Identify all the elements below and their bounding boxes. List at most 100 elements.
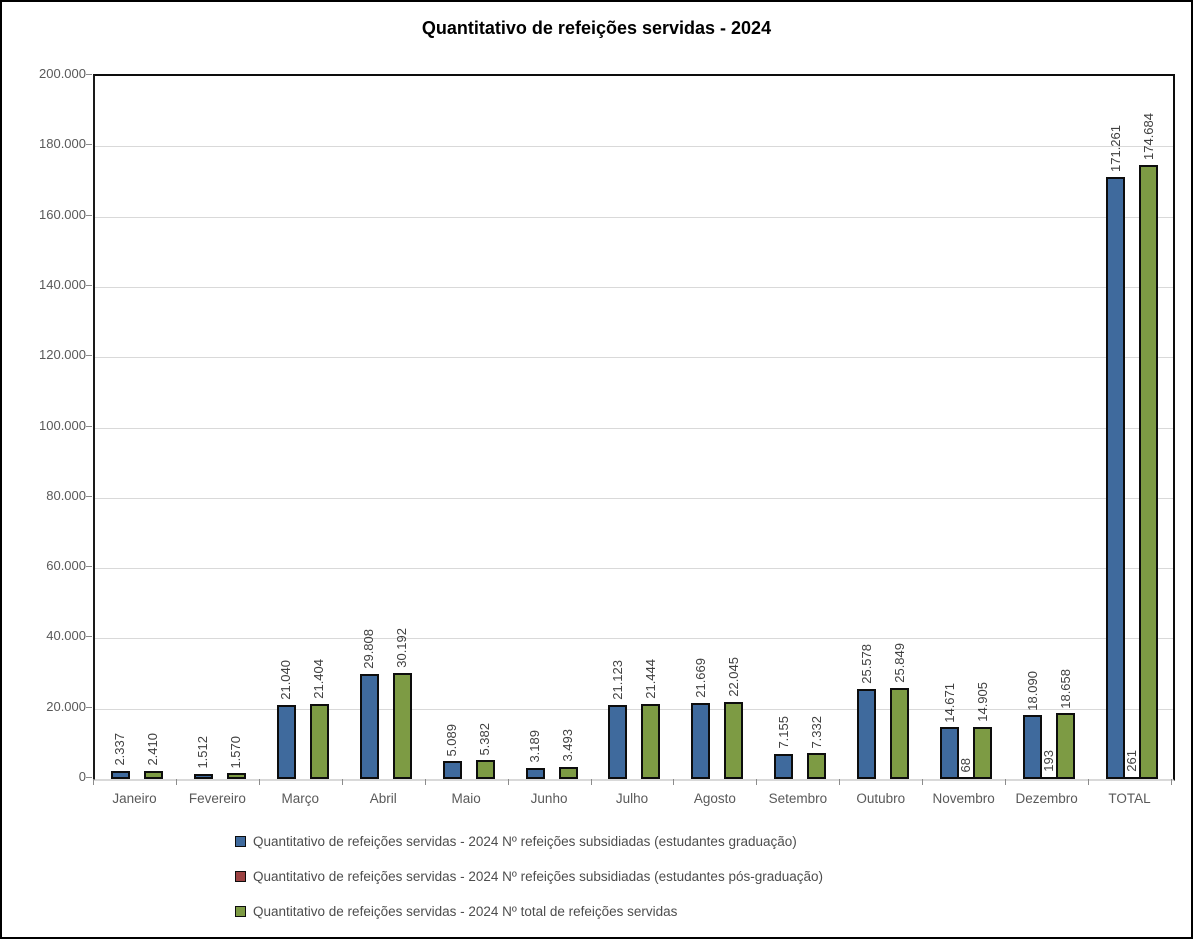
- bar-value-label: 30.192: [394, 628, 410, 668]
- x-axis-tick: [425, 779, 426, 785]
- x-axis-tick: [839, 779, 840, 785]
- y-axis-tick: [86, 355, 92, 357]
- bar-value-label: 18.090: [1024, 670, 1040, 711]
- bar: [958, 777, 974, 779]
- y-axis-tick: [86, 706, 92, 708]
- bar: [973, 726, 993, 779]
- x-category-label: Fevereiro: [188, 791, 246, 806]
- y-axis-tick: [86, 495, 92, 497]
- x-axis-tick: [1005, 779, 1006, 785]
- category-group: 3.189 3.493: [510, 76, 593, 779]
- bar: [1041, 777, 1057, 779]
- x-axis-tick: [342, 779, 343, 785]
- bar-value-label: 21.669: [692, 658, 708, 698]
- x-category-label: Setembro: [768, 791, 828, 806]
- x-category-label: Junho: [530, 791, 568, 806]
- bar-value-label: 14.671: [941, 682, 957, 723]
- bar: [226, 773, 246, 779]
- x-axis-tick: [673, 779, 674, 785]
- bar: [442, 761, 462, 779]
- bar: [691, 702, 711, 779]
- bar-value-label: 29.808: [361, 629, 377, 670]
- y-axis-tick-label: 180.000: [39, 136, 86, 152]
- category-group: 1.512 1.570: [178, 76, 261, 779]
- x-axis-tick: [1088, 779, 1089, 785]
- y-axis-tick: [86, 74, 92, 75]
- legend-swatch: [235, 870, 246, 882]
- gridline: [95, 427, 1173, 429]
- bar: [724, 701, 744, 779]
- x-axis-tick: [756, 779, 757, 785]
- y-axis-tick: [86, 777, 92, 778]
- bar-value-label: 171.261: [1107, 125, 1123, 173]
- x-category-label: Março: [281, 791, 320, 806]
- y-axis-tick-label: 140.000: [39, 276, 86, 292]
- legend: Quantitativo de refeições servidas - 202…: [235, 830, 823, 935]
- bar-value-label: 14.905: [974, 681, 990, 722]
- gridline: [95, 568, 1173, 570]
- chart-title: Quantitativo de refeições servidas - 202…: [421, 18, 772, 38]
- bar: [641, 703, 661, 779]
- bar-value-label: 261: [1124, 750, 1140, 772]
- y-axis-tick: [86, 636, 92, 638]
- legend-label: Quantitativo de refeições servidas - 202…: [253, 833, 797, 849]
- bar-value-label: 21.404: [311, 659, 327, 699]
- bar-value-label: 21.123: [609, 660, 625, 700]
- gridline: [95, 216, 1173, 218]
- bar: [309, 703, 329, 779]
- bar: [193, 773, 213, 779]
- x-axis-tick: [259, 779, 260, 785]
- y-axis-tick-label: 0: [78, 769, 86, 784]
- bar: [1023, 715, 1043, 779]
- x-category-label: TOTAL: [1108, 791, 1151, 806]
- x-axis-tick: [591, 779, 592, 785]
- gridline: [95, 638, 1173, 640]
- legend-label: Quantitativo de refeições servidas - 202…: [253, 903, 678, 919]
- x-category-label: Janeiro: [112, 791, 157, 806]
- y-axis-tick: [86, 214, 92, 216]
- bar-value-label: 3.189: [527, 730, 543, 763]
- bar-value-label: 5.382: [477, 722, 493, 756]
- legend-row: Quantitativo de refeições servidas - 202…: [235, 865, 823, 887]
- bar: [276, 705, 296, 779]
- x-category-label: Novembro: [932, 791, 995, 806]
- category-group: 18.090 193 18.658: [1007, 76, 1090, 779]
- bar-value-label: 1.512: [195, 736, 211, 769]
- y-axis-tick-label: 100.000: [39, 417, 86, 433]
- x-axis-tick: [176, 779, 177, 785]
- bar-value-label: 21.444: [642, 658, 658, 699]
- y-axis-tick: [86, 144, 92, 146]
- x-category-label: Maio: [451, 791, 481, 806]
- gridline: [95, 286, 1173, 288]
- bar-value-label: 174.684: [1140, 113, 1156, 160]
- legend-swatch: [235, 835, 246, 847]
- category-group: 21.040 21.404: [261, 76, 344, 779]
- bar: [525, 767, 545, 779]
- bar-value-label: 25.578: [858, 644, 874, 685]
- gridline: [95, 708, 1173, 710]
- bar-value-label: 3.493: [560, 729, 576, 762]
- bar-value-label: 2.337: [112, 733, 128, 766]
- x-axis-tick: [508, 779, 509, 785]
- x-category-label: Julho: [615, 791, 649, 806]
- bar: [940, 727, 960, 779]
- bar-value-label: 25.849: [891, 643, 907, 684]
- y-axis-tick-label: 120.000: [39, 347, 86, 363]
- bar-value-label: 18.658: [1057, 668, 1073, 709]
- y-axis-tick-label: 80.000: [46, 487, 86, 503]
- bar-value-label: 21.040: [278, 660, 294, 701]
- category-group: 21.123 21.444: [593, 76, 676, 779]
- x-category-label: Abril: [369, 791, 397, 806]
- gridline: [95, 146, 1173, 148]
- y-axis-tick: [86, 284, 92, 286]
- bar-value-label: 22.045: [725, 656, 741, 697]
- x-category-label: Agosto: [693, 791, 736, 806]
- bar: [608, 704, 628, 779]
- gridline: [95, 497, 1173, 499]
- y-axis-tick-label: 60.000: [46, 558, 86, 574]
- category-group: 14.671 68 14.905: [924, 76, 1007, 779]
- bar: [1139, 165, 1159, 779]
- category-group: 29.808 30.192: [344, 76, 427, 779]
- bar: [1056, 713, 1076, 779]
- y-axis-tick: [86, 425, 92, 427]
